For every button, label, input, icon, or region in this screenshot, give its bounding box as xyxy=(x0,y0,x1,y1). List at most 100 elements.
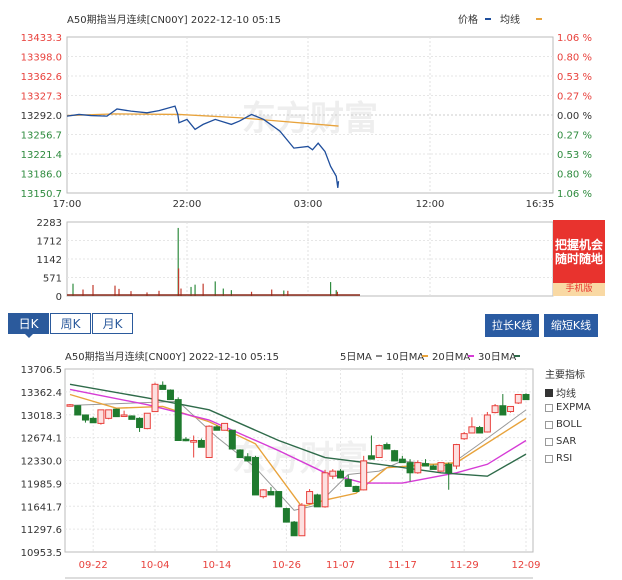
x-axis-label: 22:00 xyxy=(173,199,202,210)
checkbox-icon[interactable] xyxy=(545,454,553,463)
candle-body xyxy=(452,444,460,467)
candle xyxy=(398,455,406,464)
candle xyxy=(112,408,120,418)
candle xyxy=(507,405,515,413)
y-axis-pct-label: 0.27 % xyxy=(557,131,592,142)
shorten-kline-button[interactable]: 缩短K线 xyxy=(544,314,598,337)
candle xyxy=(383,442,391,450)
y-axis-pct-label: 0.53 % xyxy=(557,150,592,161)
average-price-line xyxy=(66,113,339,127)
checkbox-icon[interactable] xyxy=(545,388,553,397)
candle xyxy=(452,443,460,470)
candle-body xyxy=(522,393,530,401)
candle xyxy=(321,469,329,508)
mobile-version-link[interactable]: 手机版 xyxy=(553,283,605,296)
volume-axis-label: 571 xyxy=(43,274,62,285)
candle xyxy=(251,455,259,496)
candle-body xyxy=(282,508,290,523)
candle xyxy=(221,422,229,431)
candle-body xyxy=(66,404,74,407)
y-axis-pct-label: 1.06 % xyxy=(557,189,592,200)
tab-weekly-k[interactable]: 周K xyxy=(50,313,91,334)
tab-monthly-k[interactable]: 月K xyxy=(92,313,133,334)
y-axis-label: 11297.6 xyxy=(21,525,62,536)
candle-body xyxy=(352,485,360,493)
candle-body xyxy=(151,383,159,413)
indicator-label: SAR xyxy=(556,436,577,447)
candle-body xyxy=(499,405,507,416)
candle-body xyxy=(290,521,298,537)
candle xyxy=(128,415,136,420)
candle xyxy=(313,493,321,508)
candle xyxy=(197,438,205,448)
lengthen-kline-button[interactable]: 拉长K线 xyxy=(485,314,539,337)
candle-body xyxy=(213,426,221,431)
candle xyxy=(514,393,522,404)
x-axis-label: 12:00 xyxy=(416,199,445,210)
indicator-label: 均线 xyxy=(556,389,576,400)
candle xyxy=(406,459,414,482)
y-axis-label: 13706.5 xyxy=(21,365,62,376)
y-axis-pct-label: 0.80 % xyxy=(557,170,592,181)
indicator-expma[interactable]: EXPMA xyxy=(545,402,591,413)
candle-body xyxy=(143,412,151,430)
y-axis-label: 13150.7 xyxy=(21,189,62,200)
candle-body xyxy=(105,409,113,419)
candle xyxy=(151,382,159,413)
candle xyxy=(290,520,298,537)
candle xyxy=(228,429,236,450)
checkbox-icon[interactable] xyxy=(545,437,553,446)
indicator-sar[interactable]: SAR xyxy=(545,436,576,447)
indicator-ma[interactable]: 均线 xyxy=(545,385,576,400)
candle xyxy=(120,410,128,417)
legend-average-label: 均线 xyxy=(500,13,520,26)
candle xyxy=(429,464,437,470)
legend-average-swatch xyxy=(536,18,542,20)
candle-body xyxy=(476,427,484,434)
candle xyxy=(499,394,507,416)
candle xyxy=(491,403,499,414)
x-axis-date-label: 10-04 xyxy=(140,560,169,571)
checkbox-icon[interactable] xyxy=(545,403,553,412)
price-line xyxy=(66,105,340,188)
candle-body xyxy=(483,414,491,433)
y-axis-label: 12674.1 xyxy=(21,434,62,445)
candle xyxy=(360,455,368,491)
candle-body xyxy=(97,409,105,424)
mobile-promo-banner[interactable]: 把握机会 随时随地 xyxy=(553,220,605,283)
candle-body xyxy=(197,439,205,448)
indicator-label: EXPMA xyxy=(556,402,591,413)
candle-body xyxy=(383,444,391,450)
indicator-rsi[interactable]: RSI xyxy=(545,453,572,464)
checkbox-icon[interactable] xyxy=(545,420,553,429)
candle-body xyxy=(429,465,437,470)
y-axis-label: 13292.0 xyxy=(21,111,62,122)
tab-daily-k[interactable]: 日K xyxy=(8,313,49,334)
candle-body xyxy=(514,393,522,404)
candle xyxy=(81,414,89,423)
candle-body xyxy=(445,463,453,474)
indicator-label: RSI xyxy=(556,453,573,464)
indicator-boll[interactable]: BOLL xyxy=(545,419,582,430)
candle xyxy=(74,405,82,416)
promo-text: 把握机会 随时随地 xyxy=(555,237,604,266)
candle-body xyxy=(221,422,229,431)
volume-axis-label: 2283 xyxy=(37,218,62,229)
candle xyxy=(213,425,221,431)
y-axis-label: 13362.4 xyxy=(21,388,62,399)
candle xyxy=(236,449,244,459)
candle xyxy=(190,435,198,458)
x-axis-date-label: 11-29 xyxy=(450,560,479,571)
candle xyxy=(460,431,468,440)
candle xyxy=(97,409,105,425)
candle xyxy=(344,475,352,487)
candle-body xyxy=(159,384,167,390)
candle-body xyxy=(321,472,329,508)
candle xyxy=(422,459,430,467)
candle xyxy=(391,449,399,462)
candle xyxy=(159,381,167,390)
intraday-legend: 价格 均线 xyxy=(458,13,542,26)
candle xyxy=(306,489,314,505)
y-axis-label: 13256.7 xyxy=(21,131,62,142)
